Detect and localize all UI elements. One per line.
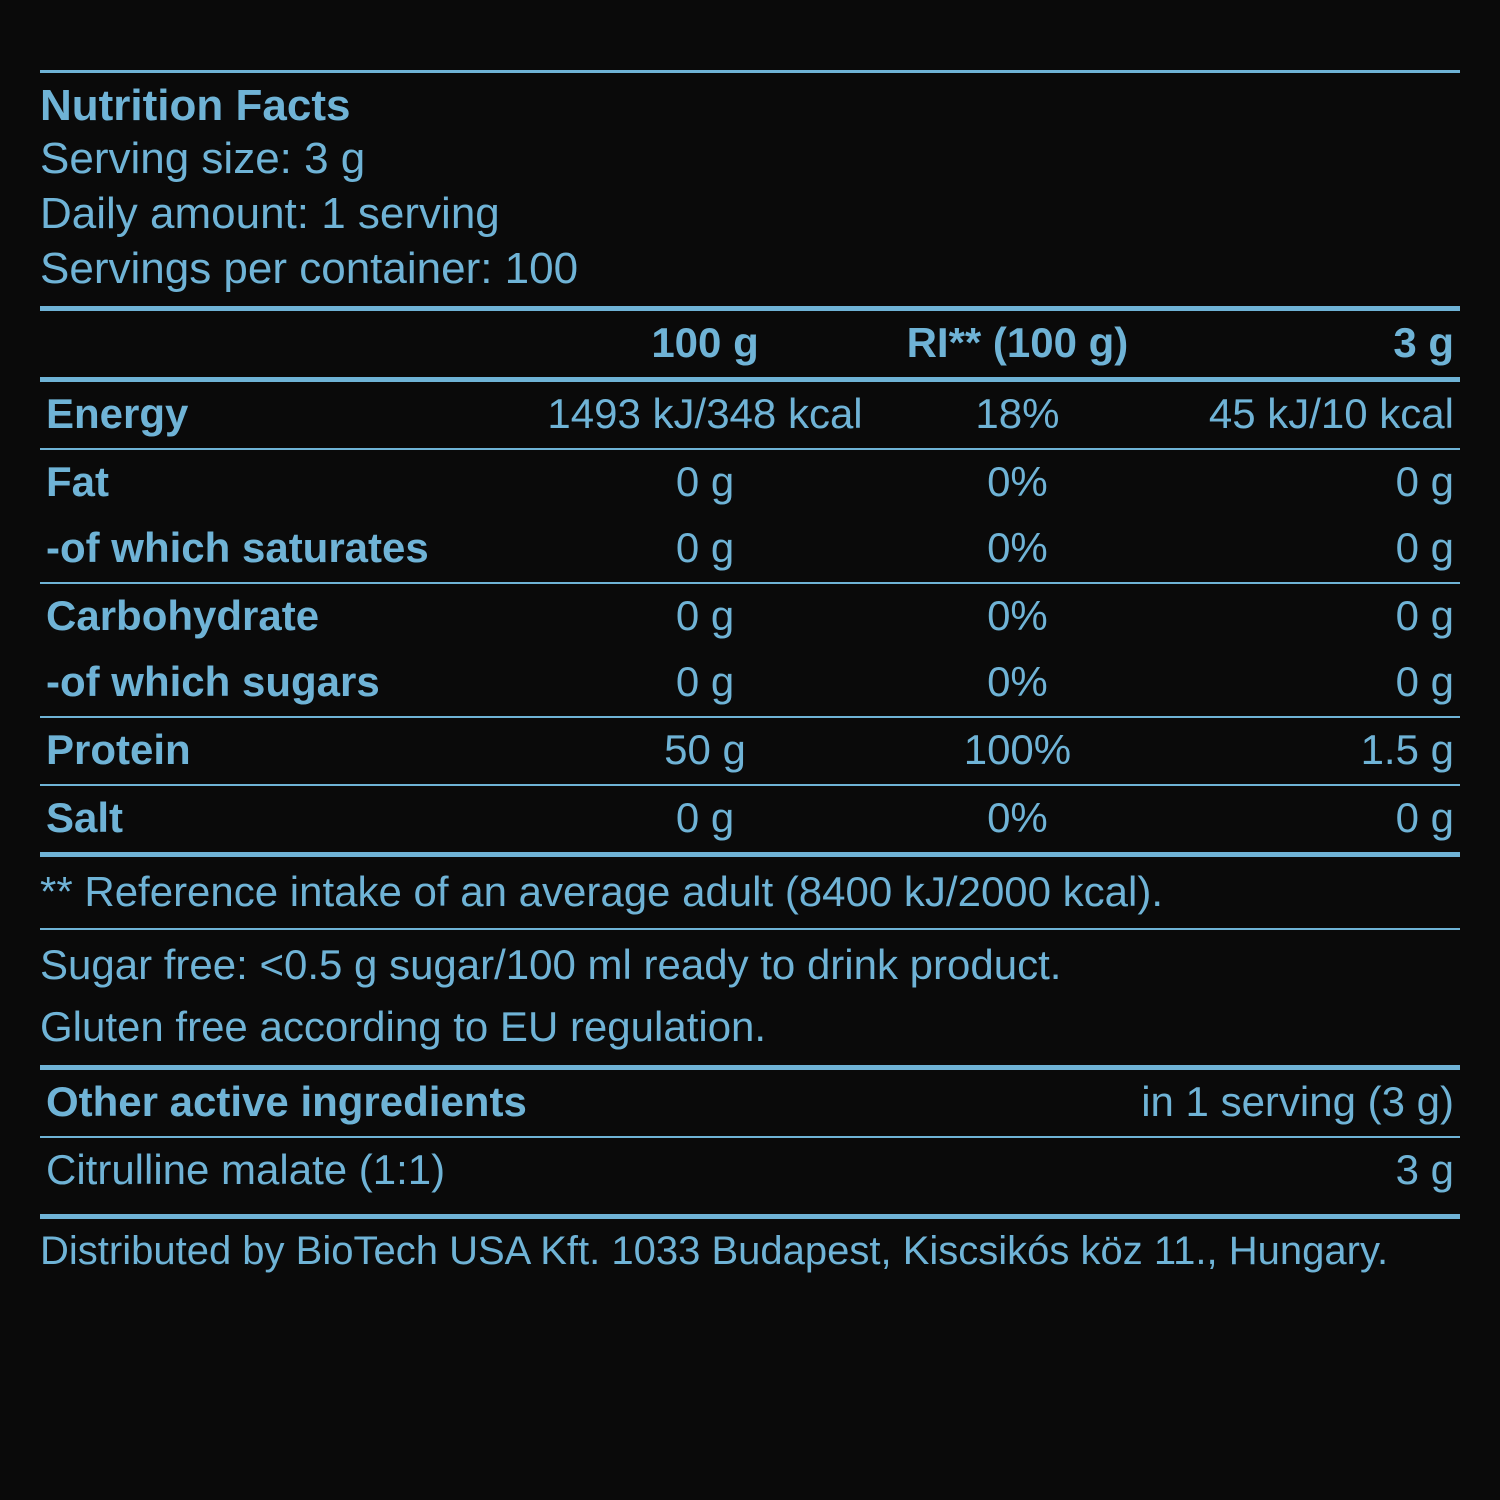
footnote-rule-1 (40, 928, 1460, 930)
nutrition-facts-panel: Nutrition Facts Serving size: 3 g Daily … (0, 0, 1500, 1500)
table-row: -of which sugars0 g0%0 g (40, 650, 1460, 717)
ingredients-header-left: Other active ingredients (46, 1078, 527, 1126)
table-cell: 0 g (523, 785, 887, 855)
serving-size: Serving size: 3 g (40, 131, 1460, 186)
table-row: Energy1493 kJ/348 kcal18%45 kJ/10 kcal (40, 380, 1460, 450)
col-header-3g: 3 g (1148, 311, 1460, 380)
footnote-glutenfree: Gluten free according to EU regulation. (40, 1000, 1460, 1055)
ingredients-header-right: in 1 serving (3 g) (1141, 1078, 1454, 1126)
table-cell: 100% (887, 717, 1147, 785)
table-cell: 0 g (1148, 449, 1460, 516)
table-row: Protein50 g100%1.5 g (40, 717, 1460, 785)
table-cell: Protein (40, 717, 523, 785)
table-cell: Salt (40, 785, 523, 855)
table-cell: 0 g (523, 516, 887, 583)
table-cell: -of which sugars (40, 650, 523, 717)
table-cell: 0 g (1148, 516, 1460, 583)
ingredient-row: Citrulline malate (1:1) 3 g (40, 1138, 1460, 1204)
table-cell: 1493 kJ/348 kcal (523, 380, 887, 450)
table-cell: 0% (887, 516, 1147, 583)
table-cell: 0 g (523, 583, 887, 650)
nutrition-title: Nutrition Facts (40, 81, 1460, 131)
table-cell: 0% (887, 449, 1147, 516)
table-row: -of which saturates0 g0%0 g (40, 516, 1460, 583)
ingredient-amount: 3 g (1396, 1146, 1454, 1194)
table-cell: Energy (40, 380, 523, 450)
table-cell: 0 g (523, 449, 887, 516)
table-cell: 0 g (523, 650, 887, 717)
table-cell: 1.5 g (1148, 717, 1460, 785)
table-cell: 45 kJ/10 kcal (1148, 380, 1460, 450)
top-rule (40, 70, 1460, 73)
col-header-ri: RI** (100 g) (887, 311, 1147, 380)
footnote-ri: ** Reference intake of an average adult … (40, 865, 1460, 920)
table-cell: Carbohydrate (40, 583, 523, 650)
table-cell: 0% (887, 583, 1147, 650)
table-cell: 18% (887, 380, 1147, 450)
table-cell: 0% (887, 650, 1147, 717)
table-cell: -of which saturates (40, 516, 523, 583)
table-row: Fat0 g0%0 g (40, 449, 1460, 516)
ingredient-name: Citrulline malate (1:1) (46, 1146, 445, 1194)
table-header-row: 100 g RI** (100 g) 3 g (40, 311, 1460, 380)
servings-per-container: Servings per container: 100 (40, 241, 1460, 296)
table-cell: 0 g (1148, 785, 1460, 855)
table-row: Salt0 g0%0 g (40, 785, 1460, 855)
distributor: Distributed by BioTech USA Kft. 1033 Bud… (40, 1219, 1460, 1274)
table-cell: 50 g (523, 717, 887, 785)
ingredients-header: Other active ingredients in 1 serving (3… (40, 1070, 1460, 1136)
table-cell: 0 g (1148, 583, 1460, 650)
col-header-blank (40, 311, 523, 380)
table-row: Carbohydrate0 g0%0 g (40, 583, 1460, 650)
table-cell: Fat (40, 449, 523, 516)
daily-amount: Daily amount: 1 serving (40, 186, 1460, 241)
table-cell: 0 g (1148, 650, 1460, 717)
footnote-sugarfree: Sugar free: <0.5 g sugar/100 ml ready to… (40, 938, 1460, 993)
col-header-100g: 100 g (523, 311, 887, 380)
table-cell: 0% (887, 785, 1147, 855)
nutrition-table: 100 g RI** (100 g) 3 g Energy1493 kJ/348… (40, 311, 1460, 857)
